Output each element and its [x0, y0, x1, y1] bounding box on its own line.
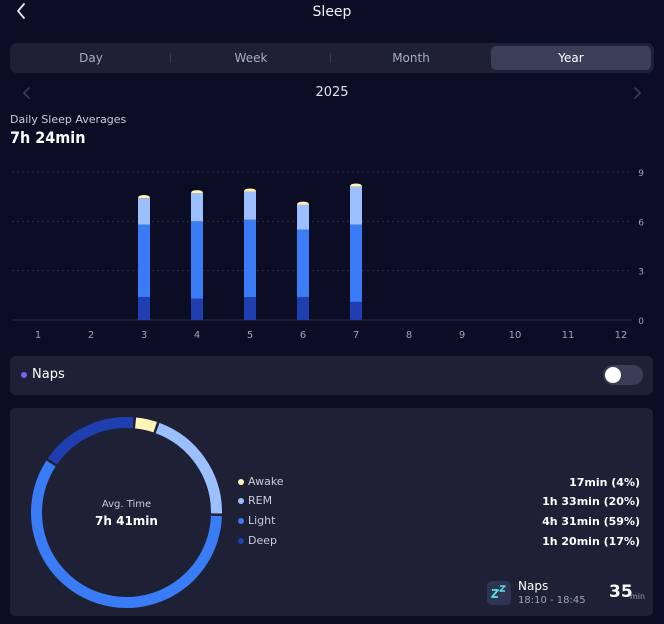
- naps-toggle[interactable]: [603, 365, 643, 385]
- naps-dot: [21, 372, 27, 378]
- legend-label: Light: [248, 514, 276, 527]
- bar-segment-awake[interactable]: [350, 183, 362, 187]
- x-tick-label: 10: [509, 330, 522, 341]
- toggle-knob: [605, 367, 621, 383]
- x-tick-label: 3: [141, 330, 147, 341]
- legend-dot: [238, 538, 244, 544]
- tab-divider: [170, 53, 171, 63]
- naps-label: Naps: [32, 367, 65, 382]
- bar-segment-light[interactable]: [350, 224, 362, 302]
- summary-label: Daily Sleep Averages: [10, 113, 127, 126]
- tab-divider: [330, 53, 331, 63]
- x-tick-label: 12: [615, 330, 628, 341]
- tab-year[interactable]: Year: [491, 46, 651, 70]
- x-tick-label: 2: [88, 330, 94, 341]
- legend-dot: [238, 498, 244, 504]
- bar-segment-light[interactable]: [191, 221, 203, 299]
- x-tick-label: 4: [194, 330, 200, 341]
- bar-segment-rem[interactable]: [244, 191, 256, 220]
- x-tick-label: 9: [459, 330, 465, 341]
- bar-segment-light[interactable]: [138, 224, 150, 297]
- bar-segment-awake[interactable]: [244, 188, 256, 192]
- period-label: 2025: [315, 85, 349, 100]
- nap-title: Naps: [518, 579, 549, 593]
- x-tick-label: 1: [35, 330, 41, 341]
- donut-segment-light: [31, 460, 222, 608]
- breakdown-card: [10, 408, 653, 616]
- donut-segment-deep: [47, 417, 134, 465]
- nap-duration-value: 35: [609, 582, 633, 602]
- period-tabs: Day Week Month Year: [10, 43, 654, 73]
- rem-value: 1h 33min (20%): [542, 495, 640, 508]
- deep-value: 1h 20min (17%): [542, 535, 640, 548]
- bar-segment-deep[interactable]: [297, 296, 309, 320]
- naps-card: [10, 356, 653, 395]
- legend-label: Deep: [248, 534, 277, 547]
- back-chevron-icon[interactable]: [12, 1, 32, 21]
- bar-segment-deep[interactable]: [138, 296, 150, 320]
- light-value: 4h 31min (59%): [542, 515, 640, 528]
- legend-label: REM: [248, 494, 273, 507]
- x-tick-label: 7: [353, 330, 359, 341]
- avg-time-label: Avg. Time: [101, 499, 152, 510]
- previous-period-icon[interactable]: [20, 85, 34, 101]
- bar-segment-rem[interactable]: [138, 198, 150, 225]
- x-tick-label: 6: [300, 330, 306, 341]
- bar-segment-awake[interactable]: [138, 195, 150, 199]
- tab-day[interactable]: Day: [79, 51, 103, 65]
- zz-glyph: [491, 585, 506, 598]
- nap-time: 18:10 - 18:45: [518, 595, 586, 606]
- bar-segment-deep[interactable]: [244, 296, 256, 320]
- tab-month[interactable]: Month: [392, 51, 430, 65]
- x-tick-label: 11: [562, 330, 575, 341]
- x-tick-label: 5: [247, 330, 253, 341]
- legend-awake: Awake: [238, 475, 284, 491]
- sleep-stage-donut: [31, 417, 222, 608]
- y-tick-label: 0: [638, 317, 644, 327]
- donut-segment-awake: [134, 417, 157, 433]
- legend-rem: REM: [238, 494, 272, 510]
- donut-segment-rem: [155, 422, 222, 514]
- bar-segment-rem[interactable]: [350, 186, 362, 225]
- nap-duration-unit: min: [630, 592, 646, 601]
- next-period-icon[interactable]: [630, 85, 644, 101]
- bar-segment-awake[interactable]: [191, 190, 203, 194]
- tab-week[interactable]: Week: [234, 51, 268, 65]
- legend-dot: [238, 479, 244, 485]
- bar-segment-light[interactable]: [297, 229, 309, 297]
- zz-icon: [487, 581, 511, 605]
- legend-dot: [238, 518, 244, 524]
- bar-segment-rem[interactable]: [191, 193, 203, 222]
- awake-value: 17min (4%): [569, 476, 640, 489]
- summary-value: 7h 24min: [10, 128, 86, 147]
- y-tick-label: 3: [638, 268, 644, 278]
- bar-segment-deep[interactable]: [350, 301, 362, 320]
- page-title: Sleep: [312, 4, 352, 20]
- x-tick-label: 8: [406, 330, 412, 341]
- legend-label: Awake: [248, 475, 284, 488]
- legend-deep: Deep: [238, 534, 277, 550]
- bar-segment-awake[interactable]: [297, 201, 309, 205]
- bar-segment-light[interactable]: [244, 219, 256, 297]
- y-tick-label: 9: [638, 169, 644, 179]
- y-tick-label: 6: [638, 218, 644, 228]
- avg-time-value: 7h 41min: [95, 514, 158, 528]
- bar-segment-rem[interactable]: [297, 204, 309, 230]
- legend-light: Light: [238, 514, 275, 530]
- bar-segment-deep[interactable]: [191, 298, 203, 320]
